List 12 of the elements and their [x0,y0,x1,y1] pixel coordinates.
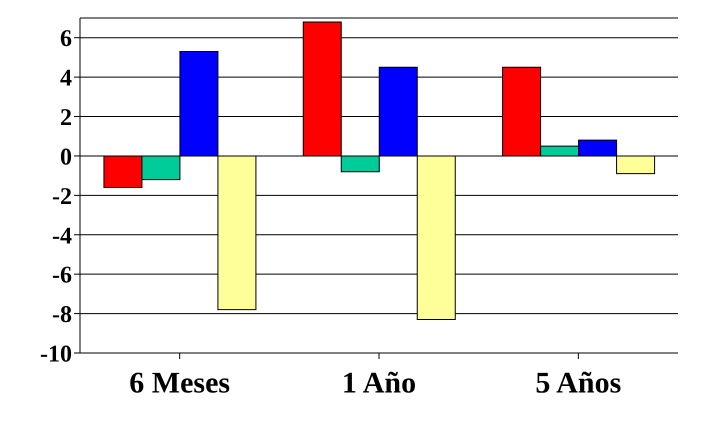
y-tick-label: 2 [60,105,72,132]
x-tick-label: 6 Meses [129,366,230,400]
x-tick-label: 5 Años [535,366,622,400]
y-tick-label: -6 [52,262,72,289]
x-tick-label: 1 Año [342,366,416,400]
y-tick-label: -8 [52,302,72,328]
y-tick-label: 0 [60,144,72,170]
y-tick-label: -2 [52,184,72,210]
y-tick-label: -4 [52,223,72,250]
y-tick-label: -10 [40,342,72,368]
y-tick-label: 4 [60,66,72,92]
y-tick-label: 6 [60,26,72,52]
